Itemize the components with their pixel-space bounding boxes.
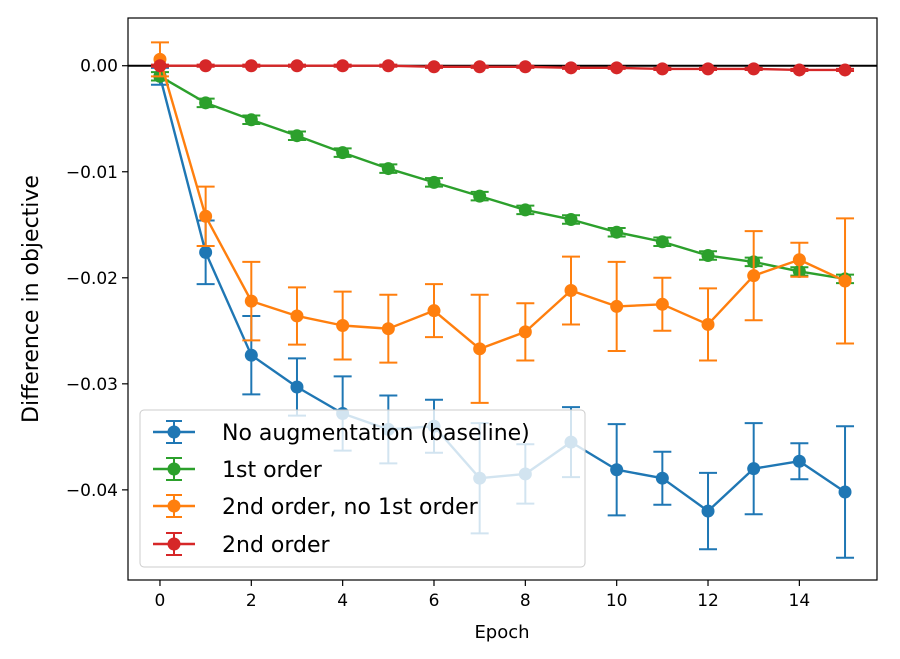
data-point [747,62,761,76]
series-group [150,41,855,404]
y-tick-label: −0.04 [66,481,118,501]
data-point [199,209,213,223]
data-point [838,274,852,288]
legend-box [139,409,586,568]
legend-item: 1st order [153,457,323,483]
legend-label: No augmentation (baseline) [222,421,530,446]
y-tick-label: −0.01 [66,163,118,183]
y-tick-label: −0.02 [66,269,118,289]
x-tick-label: 2 [246,591,257,611]
data-point [792,253,806,267]
x-axis-label: Epoch [474,622,529,643]
x-axis-ticks: 0 2 4 6 8 10 12 14 [155,580,811,611]
x-tick-label: 4 [337,591,348,611]
series-line [158,59,846,351]
legend-marker [167,537,181,551]
data-point [518,325,532,339]
legend: No augmentation (baseline) 1st order 2nd o… [139,409,586,568]
data-point [199,96,213,110]
data-point [290,309,304,323]
x-tick-label: 12 [697,591,719,611]
axes-frame [127,17,878,581]
data-point [244,294,258,308]
data-point [564,212,578,226]
data-point [838,63,852,77]
data-point [244,59,258,73]
data-point [701,317,715,331]
data-point [290,129,304,143]
data-point [518,203,532,217]
legend-item: 2nd order, no 1st order [153,494,479,520]
data-point [838,485,852,499]
legend-marker [167,462,181,476]
data-point [701,249,715,263]
data-point [199,245,213,259]
series-group [150,59,855,77]
x-tick-label: 10 [606,591,628,611]
data-point [473,189,487,203]
y-axis-ticks: 0.00 −0.01 −0.02 −0.03 −0.04 [66,57,128,501]
legend-label: 2nd order [222,533,331,558]
x-tick-label: 8 [520,591,531,611]
data-point [518,60,532,74]
data-point [381,322,395,336]
data-point [427,60,441,74]
x-tick-label: 14 [789,591,811,611]
y-tick-label: 0.00 [80,57,118,77]
data-point [290,380,304,394]
data-point [244,348,258,362]
data-point [701,504,715,518]
data-point [381,59,395,73]
y-tick-label: −0.03 [66,375,118,395]
data-point [747,462,761,476]
series-line [159,64,846,72]
data-point [655,297,669,311]
data-point [153,59,167,73]
data-point [701,62,715,76]
data-point [564,61,578,75]
data-point [655,235,669,249]
data-point [610,225,624,239]
legend-marker [167,425,181,439]
data-point [564,284,578,298]
data-point [336,146,350,160]
data-point [336,59,350,73]
data-point [610,61,624,75]
data-point [244,113,258,127]
data-point [610,463,624,477]
series-line [159,75,846,281]
data-point [381,162,395,176]
data-point [747,269,761,283]
data-point [655,471,669,485]
data-point [655,62,669,76]
data-point [427,175,441,189]
data-point [473,60,487,74]
data-point [427,304,441,318]
data-point [792,454,806,468]
data-point [473,342,487,356]
legend-item: No augmentation (baseline) [153,420,530,446]
data-point [610,299,624,313]
legend-item: 2nd order [153,532,331,558]
legend-marker [167,499,181,513]
x-tick-label: 0 [155,591,166,611]
legend-label: 1st order [222,458,323,483]
legend-label: 2nd order, no 1st order [222,495,479,520]
data-point [336,319,350,333]
data-point [199,59,213,73]
x-tick-label: 6 [429,591,440,611]
data-point [792,63,806,77]
data-point [290,59,304,73]
y-axis-label: Difference in objective [19,175,44,423]
